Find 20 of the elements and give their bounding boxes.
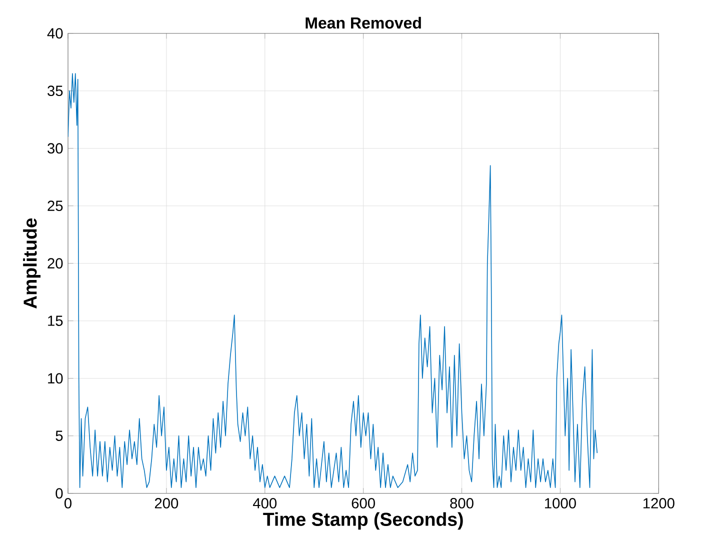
y-tick-label: 15 — [48, 316, 63, 326]
x-tick-label: 1200 — [643, 498, 674, 508]
line-series — [68, 73, 598, 488]
x-tick-label: 800 — [450, 498, 474, 508]
x-tick-label: 200 — [154, 498, 178, 508]
x-tick-label: 0 — [64, 498, 72, 508]
y-tick-label: 25 — [48, 200, 63, 212]
x-tick-label: 1000 — [545, 498, 576, 508]
y-tick-label: 35 — [48, 86, 63, 96]
y-axis-title: Amplitude — [23, 218, 40, 308]
x-tick-label: 600 — [352, 498, 375, 508]
y-tick-label: 30 — [48, 143, 63, 154]
y-tick-label: 5 — [56, 430, 63, 441]
x-axis-title: Time Stamp (Seconds) — [263, 512, 463, 530]
y-tick-label: 20 — [48, 258, 63, 269]
chart-title: Mean Removed — [306, 16, 421, 29]
y-tick-label: 0 — [56, 488, 63, 499]
y-tick-label: 40 — [47, 28, 63, 39]
x-tick-label: 400 — [252, 498, 277, 508]
y-tick-label: 10 — [48, 373, 63, 384]
